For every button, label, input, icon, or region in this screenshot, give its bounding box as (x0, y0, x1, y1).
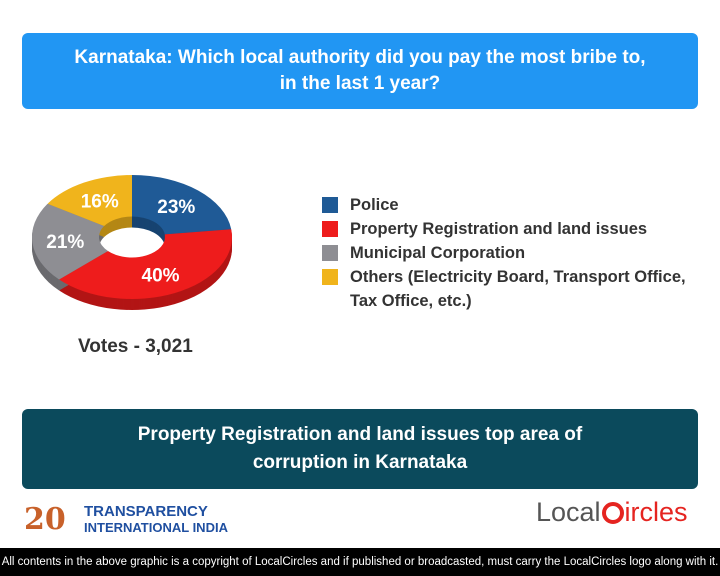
ti-name-line2: INTERNATIONAL INDIA (84, 519, 228, 535)
legend-swatch (322, 197, 338, 213)
summary-line-2: corruption in Karnataka (252, 452, 468, 473)
data-label: 16% (81, 192, 119, 213)
localcircles-logo: Local ircles (536, 497, 688, 528)
legend: Police Property Registration and land is… (322, 193, 686, 313)
legend-item-municipal: Municipal Corporation (322, 241, 686, 265)
legend-label-cont: Tax Office, etc.) (350, 292, 472, 310)
legend-item-others: Others (Electricity Board, Transport Off… (322, 265, 686, 313)
question-line-1: Karnataka: Which local authority did you… (74, 47, 646, 68)
donut-slice-2 (59, 229, 233, 299)
legend-label: Property Registration and land issues (350, 220, 648, 238)
lc-text-circles: ircles (624, 497, 688, 527)
data-label: 21% (46, 232, 84, 253)
legend-label: Police (350, 196, 399, 214)
donut-slice-1 (132, 175, 232, 235)
ti-name-line1: TRANSPARENCY (84, 502, 208, 520)
legend-swatch (322, 221, 338, 237)
legend-item-police: Police (322, 193, 686, 217)
location-pin-icon (601, 501, 624, 524)
ti-20-years-emblem: 20 (24, 502, 66, 537)
data-label: 23% (157, 197, 195, 218)
transparency-international-logo: 20 TRANSPARENCY INTERNATIONAL INDIA (24, 502, 228, 537)
donut-chart: 23% 40% 21% 16% (31, 175, 233, 310)
legend-item-property: Property Registration and land issues (322, 217, 686, 241)
donut-slice-4 (47, 175, 132, 227)
donut-slice-3 (31, 203, 108, 280)
legend-swatch (322, 269, 338, 285)
legend-label: Others (Electricity Board, Transport Off… (350, 268, 686, 286)
question-line-2: in the last 1 year? (279, 73, 441, 94)
votes-count: Votes - 3,021 (78, 336, 193, 357)
data-label: 40% (142, 266, 180, 287)
legend-swatch (322, 245, 338, 261)
lc-text-local: Local (536, 497, 601, 527)
copyright-footer: All contents in the above graphic is a c… (0, 548, 720, 576)
summary-banner: Property Registration and land issues to… (22, 409, 698, 489)
question-banner: Karnataka: Which local authority did you… (22, 33, 698, 109)
summary-line-1: Property Registration and land issues to… (137, 424, 583, 445)
legend-label: Municipal Corporation (350, 244, 526, 262)
